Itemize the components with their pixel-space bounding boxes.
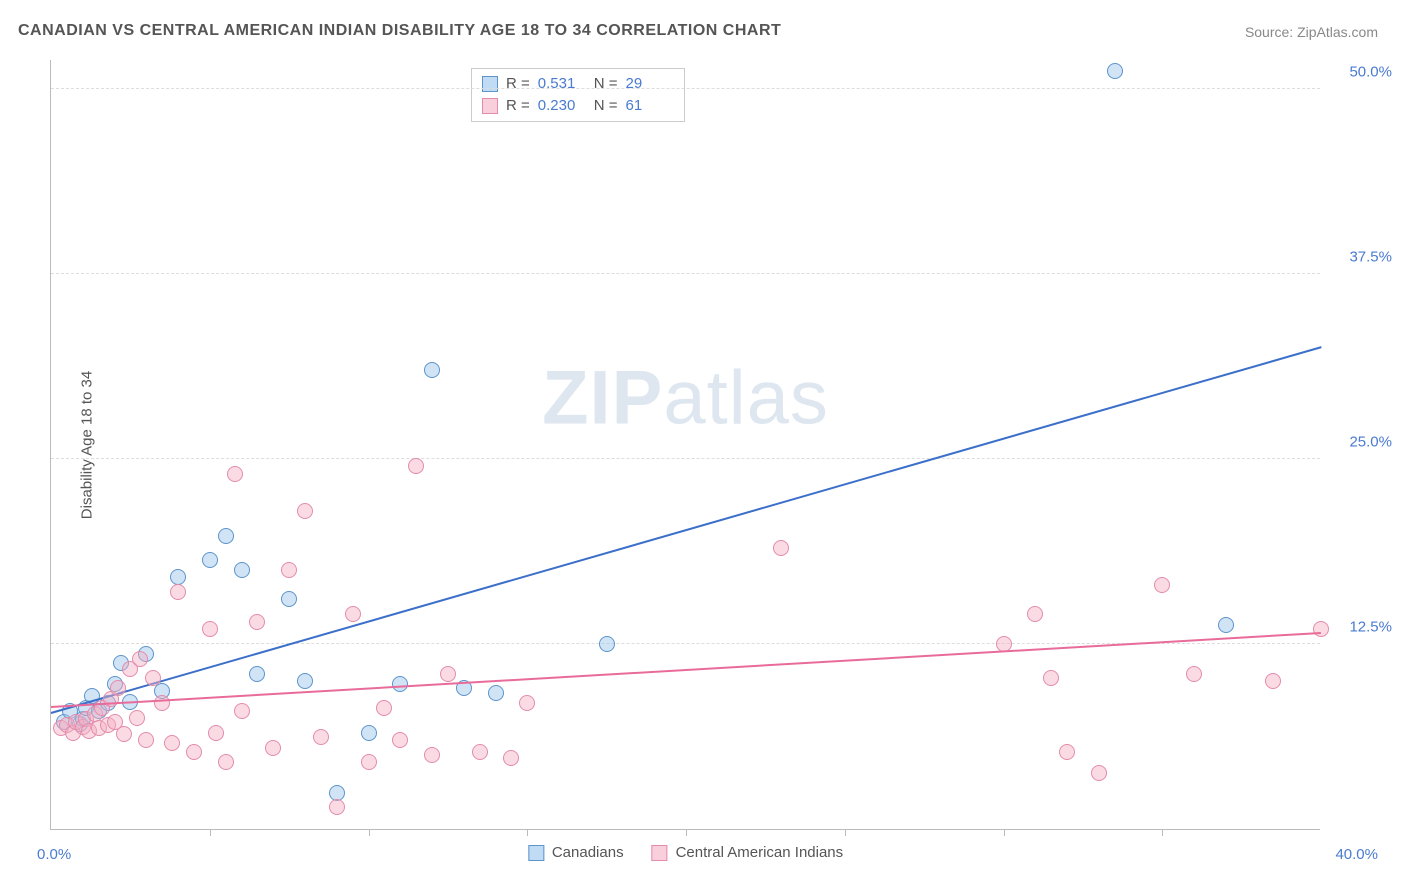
data-point (154, 695, 170, 711)
legend-swatch (528, 845, 544, 861)
legend-item: Central American Indians (652, 844, 844, 861)
x-tick (1162, 829, 1163, 836)
data-point (218, 528, 234, 544)
data-point (265, 740, 281, 756)
stat-n-value: 61 (626, 95, 674, 117)
data-point (1186, 666, 1202, 682)
x-tick (527, 829, 528, 836)
data-point (773, 540, 789, 556)
x-tick (1004, 829, 1005, 836)
x-tick (845, 829, 846, 836)
data-point (110, 680, 126, 696)
data-point (234, 703, 250, 719)
data-point (170, 569, 186, 585)
data-point (440, 666, 456, 682)
gridline (51, 273, 1320, 274)
data-point (116, 726, 132, 742)
chart-title: CANADIAN VS CENTRAL AMERICAN INDIAN DISA… (18, 22, 781, 40)
data-point (503, 750, 519, 766)
data-point (392, 676, 408, 692)
data-point (424, 747, 440, 763)
data-point (138, 732, 154, 748)
stats-row: R = 0.531 N = 29 (482, 73, 674, 95)
legend-item: Canadians (528, 844, 624, 861)
gridline (51, 458, 1320, 459)
y-tick-label: 12.5% (1349, 618, 1392, 635)
data-point (329, 799, 345, 815)
data-point (1107, 63, 1123, 79)
data-point (132, 651, 148, 667)
watermark: ZIPatlas (542, 355, 829, 442)
data-point (361, 725, 377, 741)
y-tick-label: 50.0% (1349, 63, 1392, 80)
x-tick (369, 829, 370, 836)
stat-r-label: R = (506, 73, 530, 95)
series-legend: Canadians Central American Indians (528, 844, 843, 861)
data-point (281, 591, 297, 607)
data-point (1059, 744, 1075, 760)
x-axis-min-label: 0.0% (37, 846, 71, 863)
data-point (519, 695, 535, 711)
data-point (408, 458, 424, 474)
data-point (208, 725, 224, 741)
legend-swatch (652, 845, 668, 861)
stat-r-value: 0.531 (538, 73, 586, 95)
data-point (1313, 621, 1329, 637)
data-point (1043, 670, 1059, 686)
data-point (1218, 617, 1234, 633)
data-point (488, 685, 504, 701)
data-point (249, 666, 265, 682)
legend-label: Canadians (552, 844, 624, 861)
data-point (424, 362, 440, 378)
y-tick-label: 37.5% (1349, 248, 1392, 265)
y-axis-title: Disability Age 18 to 34 (79, 370, 96, 518)
stat-n-label: N = (594, 73, 618, 95)
stat-n-value: 29 (626, 73, 674, 95)
data-point (218, 754, 234, 770)
x-tick (686, 829, 687, 836)
data-point (361, 754, 377, 770)
data-point (202, 621, 218, 637)
y-tick-label: 25.0% (1349, 433, 1392, 450)
data-point (129, 710, 145, 726)
data-point (1265, 673, 1281, 689)
data-point (186, 744, 202, 760)
gridline (51, 88, 1320, 89)
data-point (164, 735, 180, 751)
stat-n-label: N = (594, 95, 618, 117)
plot-area: ZIPatlas Disability Age 18 to 34 0.0% 40… (50, 60, 1320, 830)
data-point (249, 614, 265, 630)
data-point (1027, 606, 1043, 622)
data-point (281, 562, 297, 578)
data-point (227, 466, 243, 482)
data-point (313, 729, 329, 745)
stats-row: R = 0.230 N = 61 (482, 95, 674, 117)
x-axis-max-label: 40.0% (1335, 846, 1378, 863)
data-point (145, 670, 161, 686)
data-point (599, 636, 615, 652)
data-point (1091, 765, 1107, 781)
legend-label: Central American Indians (676, 844, 844, 861)
trend-line (51, 346, 1322, 714)
data-point (392, 732, 408, 748)
legend-swatch (482, 76, 498, 92)
data-point (1154, 577, 1170, 593)
stat-r-value: 0.230 (538, 95, 586, 117)
x-tick (210, 829, 211, 836)
stats-legend: R = 0.531 N = 29 R = 0.230 N = 61 (471, 68, 685, 122)
data-point (376, 700, 392, 716)
data-point (170, 584, 186, 600)
legend-swatch (482, 98, 498, 114)
data-point (297, 503, 313, 519)
stat-r-label: R = (506, 95, 530, 117)
data-point (345, 606, 361, 622)
data-point (297, 673, 313, 689)
data-point (234, 562, 250, 578)
data-point (202, 552, 218, 568)
source-attribution: Source: ZipAtlas.com (1245, 24, 1378, 40)
data-point (472, 744, 488, 760)
